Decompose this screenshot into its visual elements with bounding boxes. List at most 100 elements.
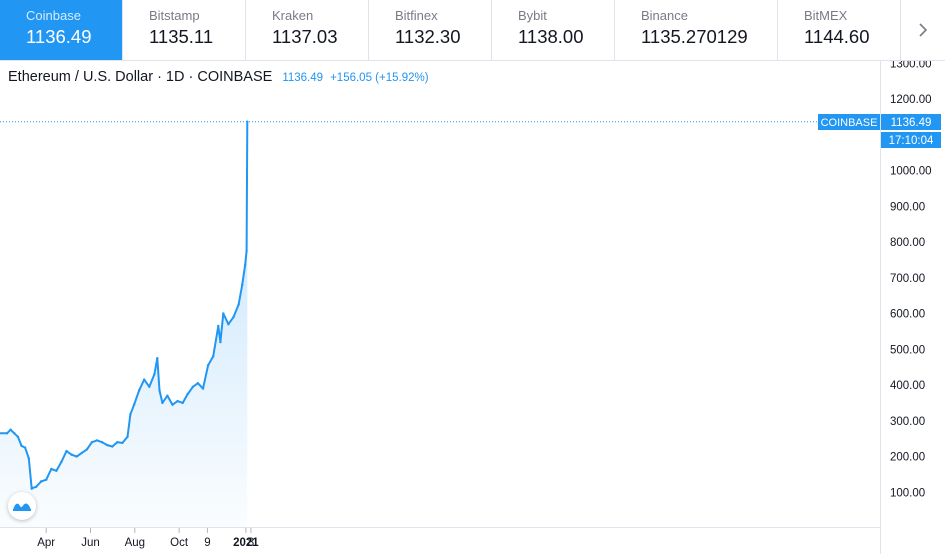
data-point-2020-03-25 [39, 480, 43, 483]
data-point-2020-11-17 [212, 355, 215, 358]
data-point-2020-12-15 [232, 315, 235, 319]
price-tag-source-bg [818, 114, 880, 130]
data-point-2020-04-22 [60, 460, 63, 464]
tab-exchange-name: Coinbase [26, 8, 81, 23]
tab-bitfinex[interactable]: Bitfinex 1132.30 [369, 0, 492, 60]
data-point-2020-09-29 [176, 399, 179, 403]
tab-bitmex[interactable]: BitMEX 1144.60 [778, 0, 901, 60]
y-tick-label: 400.00 [890, 380, 925, 392]
data-point-2021-01-03 [246, 120, 249, 123]
tab-exchange-name: Kraken [272, 8, 314, 23]
data-point-2020-10-27 [196, 382, 200, 385]
x-tick-label: 2021 [233, 537, 259, 549]
data-point-2020-11-27 [219, 340, 222, 344]
tab-exchange-price: 1137.03 [272, 26, 338, 47]
tab-exchange-name: Bitfinex [395, 8, 438, 23]
data-point-2020-04-08 [50, 467, 53, 471]
y-tick-label: 900.00 [890, 201, 925, 213]
x-tick-label: Apr [37, 537, 55, 549]
price-tag-source: COINBASE [821, 117, 878, 129]
data-point-2020-08-07 [137, 389, 141, 392]
data-point-2020-09-01 [156, 357, 159, 360]
price-tag-value-bg [881, 114, 941, 130]
next-exchanges-button[interactable] [901, 0, 945, 60]
data-point-2020-09-04 [158, 389, 161, 392]
tab-exchange-price: 1136.49 [26, 26, 92, 47]
data-point-2020-09-15 [166, 394, 169, 397]
chevron-right-icon [919, 23, 928, 37]
tab-exchange-name: BitMEX [804, 8, 848, 23]
tab-binance[interactable]: Binance 1135.270129 [615, 0, 778, 60]
symbol-description: Ethereum / U.S. Dollar · 1D · COINBASE [8, 69, 273, 85]
tab-coinbase[interactable]: Coinbase 1136.49 [0, 0, 123, 60]
x-tick-label: Oct [170, 537, 189, 549]
data-point-2020-07-01 [111, 445, 114, 448]
legend-last-price: 1136.49 [282, 72, 324, 84]
data-point-2020-04-29 [65, 449, 68, 453]
data-point-2020-07-15 [121, 441, 124, 445]
data-point-2020-09-22 [171, 403, 174, 406]
x-tick-label: 9 [204, 537, 210, 549]
x-tick-label: Jun [81, 537, 100, 549]
data-point-2020-02-27 [20, 444, 23, 447]
data-point-2020-07-22 [126, 435, 129, 438]
price-tag-value: 1136.49 [891, 117, 932, 129]
series-area [0, 121, 248, 528]
exchange-tabs: Coinbase 1136.49 Bitstamp 1135.11 Kraken… [0, 0, 945, 61]
tradingview-logo-button[interactable] [8, 492, 36, 520]
data-point-2020-06-24 [106, 443, 109, 447]
y-tick-label: 1000.00 [890, 166, 932, 178]
countdown-tag-bg [881, 132, 941, 148]
countdown-tag: 17:10:04 [889, 135, 934, 147]
data-point-2020-02-12 [9, 428, 12, 431]
data-point-2020-08-21 [148, 385, 151, 388]
data-point-2020-07-31 [132, 403, 136, 406]
y-tick-label: 800.00 [890, 237, 925, 249]
tab-exchange-name: Bitstamp [149, 8, 200, 23]
legend-change: +156.05 (+15.92%) [330, 72, 429, 84]
data-point-2020-03-08 [27, 457, 30, 460]
tab-exchange-price: 1132.30 [395, 26, 461, 47]
data-point-2020-11-10 [206, 364, 210, 367]
y-tick-label: 500.00 [890, 344, 925, 356]
data-point-2020-02-22 [16, 435, 20, 438]
data-point-2020-11-03 [201, 387, 205, 390]
data-point-2020-12-27 [241, 283, 244, 287]
data-point-2020-05-27 [85, 448, 89, 451]
tab-bybit[interactable]: Bybit 1138.00 [492, 0, 615, 60]
data-point-2020-04-15 [55, 469, 58, 472]
data-point-2020-08-14 [143, 378, 146, 381]
x-tick-label: 8 [248, 537, 254, 549]
data-point-2020-05-20 [80, 451, 84, 455]
data-point-2020-12-31 [243, 264, 247, 267]
tab-exchange-price: 1144.60 [804, 26, 870, 47]
data-point-2020-06-03 [90, 441, 94, 444]
y-tick-label: 1200.00 [890, 94, 932, 106]
data-point-2020-05-06 [70, 453, 73, 456]
tab-bitstamp[interactable]: Bitstamp 1135.11 [123, 0, 246, 60]
tab-kraken[interactable]: Kraken 1137.03 [246, 0, 369, 60]
y-tick-label: 200.00 [890, 452, 925, 464]
data-point-2020-12-01 [222, 312, 225, 315]
tab-exchange-name: Bybit [518, 8, 547, 23]
data-point-2020-03-03 [23, 446, 27, 449]
data-point-2020-06-10 [95, 439, 99, 442]
y-tick-label: 600.00 [890, 309, 925, 321]
data-point-2020-12-22 [237, 303, 240, 306]
data-point-2020-08-28 [153, 373, 156, 376]
data-point-2020-02-17 [13, 432, 16, 435]
data-point-2020-03-18 [34, 485, 38, 489]
y-tick-label: 1300.00 [890, 61, 932, 70]
data-point-2020-10-06 [181, 401, 184, 405]
tab-exchange-price: 1135.270129 [641, 26, 748, 47]
tab-exchange-price: 1135.11 [149, 26, 214, 47]
data-point-2020-11-24 [217, 324, 220, 328]
series-line [0, 121, 249, 490]
y-tick-label: 700.00 [890, 273, 925, 285]
data-point-2020-04-01 [45, 478, 48, 481]
data-point-2020-02-07 [5, 432, 9, 435]
data-point-2021-01-02 [245, 249, 248, 253]
data-point-2020-06-17 [100, 441, 104, 444]
y-tick-label: 100.00 [890, 487, 925, 499]
price-chart[interactable]: 100.00 200.00 300.00 400.00 500.00 600.00 700.… [0, 61, 945, 554]
